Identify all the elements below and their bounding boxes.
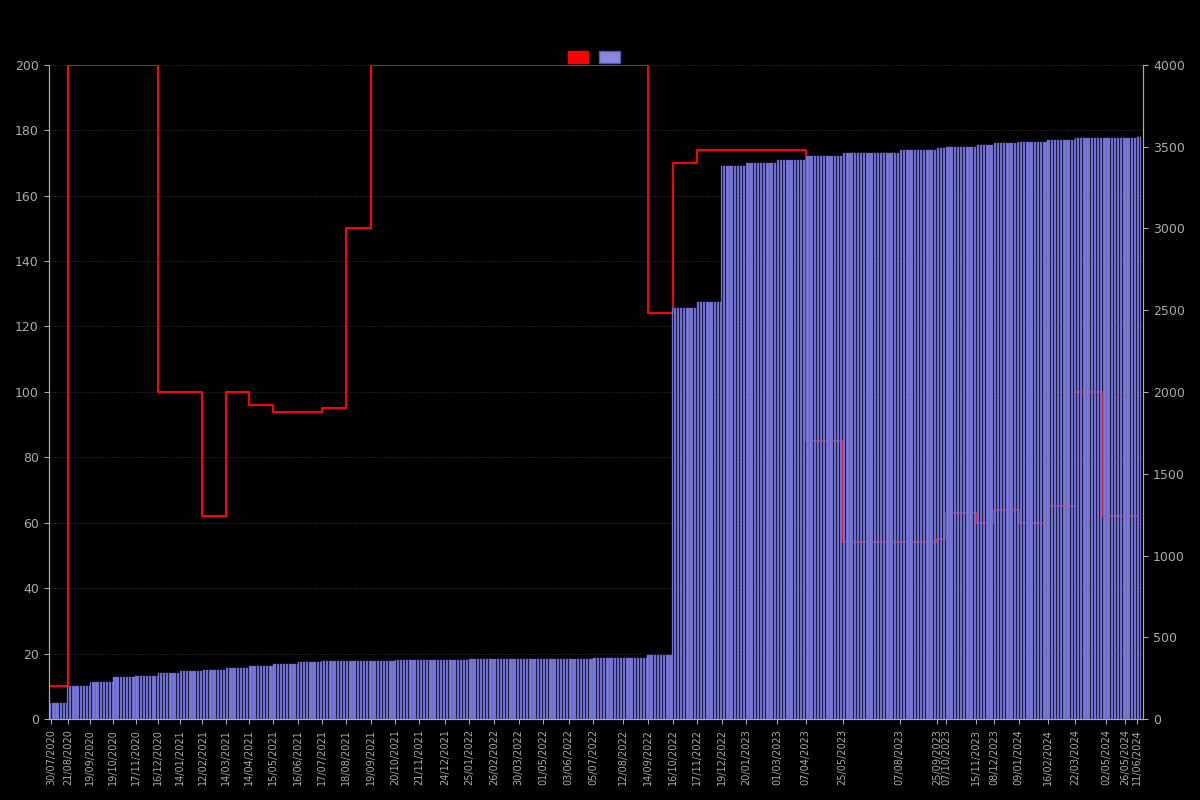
Legend: , : ,: [562, 46, 630, 70]
